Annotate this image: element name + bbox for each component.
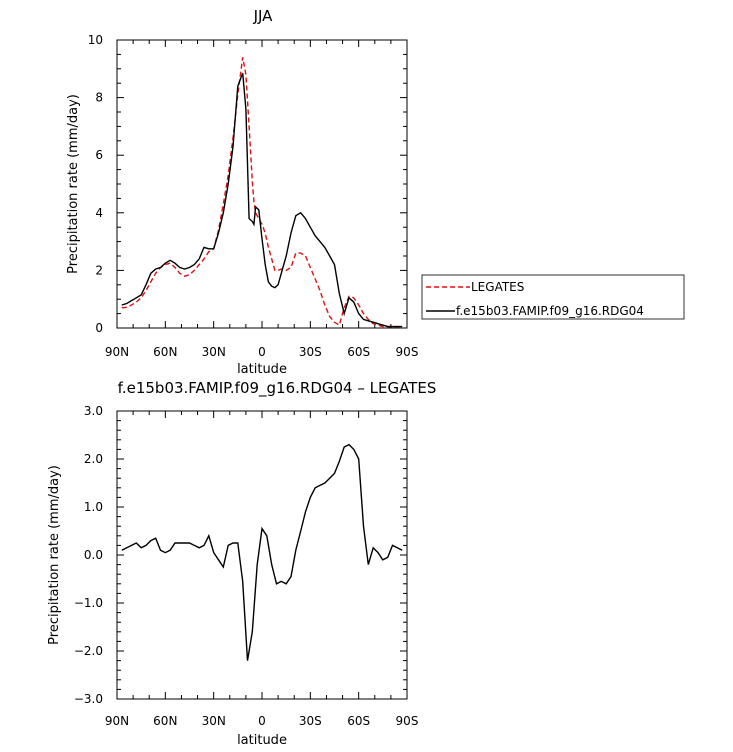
top-y-axis-label: Precipitation rate (mm/day) xyxy=(66,94,81,274)
legend-label-legates: LEGATES xyxy=(471,280,524,294)
top-x-tick-label: 30S xyxy=(299,345,322,359)
bottom-chart-title: f.e15b03.FAMIP.f09_g16.RDG04 – LEGATES xyxy=(118,379,437,398)
top-y-tick-label: 8 xyxy=(95,91,103,105)
bottom-plot-frame xyxy=(116,410,408,700)
bottom-y-tick-label: 2.0 xyxy=(84,452,103,466)
bottom-x-axis-label: latitude xyxy=(237,733,287,748)
top-y-tick-label: 2 xyxy=(95,263,103,277)
top-y-tick-label: 0 xyxy=(95,321,103,335)
bottom-tick-marks xyxy=(116,410,408,700)
bottom-x-ticks: 90N 60N 30N 0 30S 60S 90S xyxy=(105,714,419,728)
top-plot-frame xyxy=(116,39,408,329)
top-tick-marks xyxy=(116,39,408,329)
top-x-ticks: 90N 60N 30N 0 30S 60S 90S xyxy=(105,345,419,359)
top-x-tick-label: 90N xyxy=(105,345,129,359)
bottom-y-ticks: −3.0 −2.0 −1.0 0.0 1.0 2.0 3.0 xyxy=(74,404,103,706)
bottom-x-tick-label: 30N xyxy=(202,714,226,728)
top-chart: JJA 90N 60N 30N 0 30S 60S 90S 0 2 4 6 8 … xyxy=(66,7,685,377)
top-x-tick-label: 60S xyxy=(347,345,370,359)
series-line-difference xyxy=(121,443,403,661)
top-y-tick-label: 4 xyxy=(95,206,103,220)
bottom-x-tick-label: 90S xyxy=(396,714,419,728)
bottom-x-tick-label: 90N xyxy=(105,714,129,728)
bottom-y-tick-label: 1.0 xyxy=(84,500,103,514)
top-y-tick-label: 10 xyxy=(88,33,103,47)
bottom-x-tick-label: 30S xyxy=(299,714,322,728)
bottom-chart: f.e15b03.FAMIP.f09_g16.RDG04 – LEGATES 9… xyxy=(47,379,436,748)
bottom-y-tick-label: 3.0 xyxy=(84,404,103,418)
bottom-y-tick-label: 0.0 xyxy=(84,548,103,562)
legend: LEGATES f.e15b03.FAMIP.f09_g16.RDG04 xyxy=(421,274,685,320)
top-x-tick-label: 60N xyxy=(153,345,177,359)
top-x-tick-label: 30N xyxy=(202,345,226,359)
top-x-axis-label: latitude xyxy=(237,362,287,377)
bottom-x-tick-label: 60N xyxy=(153,714,177,728)
series-line-legates xyxy=(121,57,403,328)
top-x-tick-label: 90S xyxy=(396,345,419,359)
legend-box xyxy=(421,274,685,320)
top-x-tick-label: 0 xyxy=(258,345,266,359)
legend-label-model: f.e15b03.FAMIP.f09_g16.RDG04 xyxy=(456,304,644,318)
bottom-y-tick-label: −3.0 xyxy=(74,692,103,706)
series-line-model xyxy=(121,72,403,328)
bottom-x-tick-label: 60S xyxy=(347,714,370,728)
top-y-tick-label: 6 xyxy=(95,148,103,162)
bottom-y-tick-label: −1.0 xyxy=(74,596,103,610)
top-y-ticks: 0 2 4 6 8 10 xyxy=(88,33,103,335)
bottom-x-tick-label: 0 xyxy=(258,714,266,728)
top-chart-title: JJA xyxy=(253,7,274,25)
bottom-y-axis-label: Precipitation rate (mm/day) xyxy=(47,465,62,645)
bottom-y-tick-label: −2.0 xyxy=(74,644,103,658)
